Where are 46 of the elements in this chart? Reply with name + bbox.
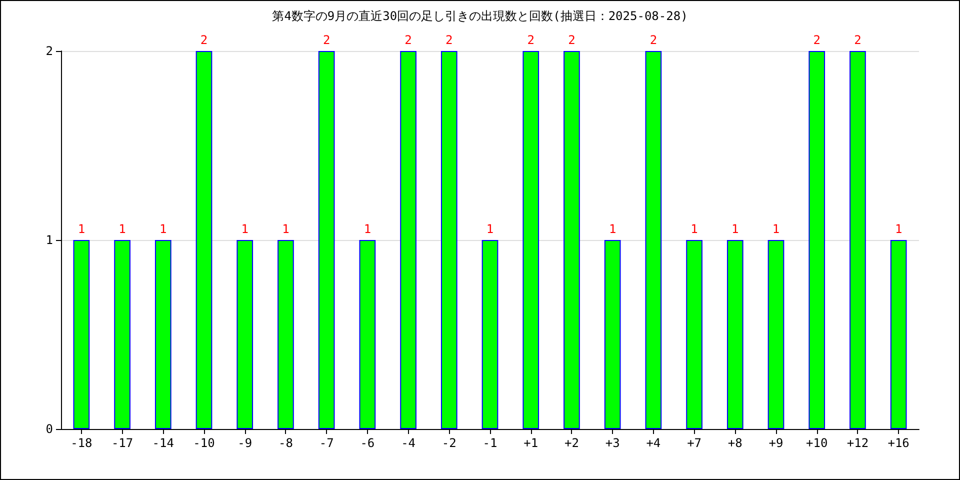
y-tick-label: 1	[46, 233, 53, 247]
data-label: 1	[690, 222, 698, 236]
data-label: 1	[772, 222, 780, 236]
x-tick-label: -6	[360, 436, 375, 450]
data-label: 1	[364, 222, 372, 236]
y-tick-label: 0	[46, 422, 53, 436]
x-tick-label: +1	[524, 436, 538, 450]
data-label: 1	[486, 222, 494, 236]
x-tick-label: +3	[605, 436, 620, 450]
x-tick-label: -17	[111, 436, 134, 450]
data-label: 1	[732, 222, 739, 236]
x-tick-label: -4	[401, 436, 416, 450]
x-tick-label: -18	[70, 436, 92, 450]
data-label: 1	[608, 222, 616, 236]
data-label: 2	[322, 33, 330, 47]
x-tick-label: +9	[768, 436, 784, 450]
x-tick-label: -10	[193, 436, 215, 450]
chart-title: 第4数字の9月の直近30回の足し引きの出現数と回数(抽選日：2025-08-28)	[272, 9, 688, 23]
x-tick-label: +2	[564, 436, 579, 450]
x-tick-label: +16	[888, 436, 910, 450]
data-label: 2	[404, 33, 412, 47]
x-tick-label: -9	[238, 436, 252, 450]
data-label: 1	[160, 222, 167, 236]
x-tick-label: -8	[278, 436, 293, 450]
x-tick-label: +8	[728, 436, 742, 450]
data-label: 2	[568, 33, 576, 47]
x-tick-label: +12	[846, 436, 869, 450]
x-tick-label: -7	[319, 436, 334, 450]
data-label: 1	[894, 222, 902, 236]
data-label: 2	[200, 33, 208, 47]
data-label: 2	[527, 33, 534, 47]
data-label: 2	[650, 33, 658, 47]
data-label: 1	[78, 222, 86, 236]
x-tick-label: -14	[152, 436, 174, 450]
data-label: 2	[446, 33, 453, 47]
data-label: 1	[282, 222, 290, 236]
y-tick-label: 2	[46, 44, 53, 58]
x-tick-label: -2	[442, 436, 456, 450]
data-label: 2	[813, 33, 820, 47]
data-label: 1	[241, 222, 248, 236]
data-label: 1	[118, 222, 126, 236]
data-label: 2	[854, 33, 862, 47]
x-tick-label: +10	[806, 436, 828, 450]
x-tick-label: +7	[687, 436, 702, 450]
x-tick-label: +4	[646, 436, 661, 450]
x-tick-label: -1	[482, 436, 498, 450]
